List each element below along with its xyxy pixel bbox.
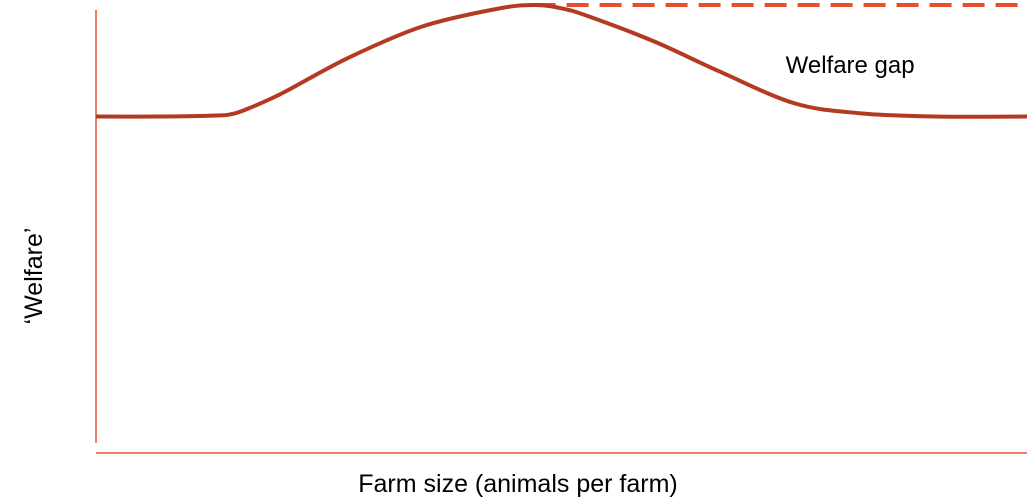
series-group: [95, 2, 1027, 119]
y-axis-title: ‘Welfare’: [20, 228, 48, 325]
x-axis-title: Farm size (animals per farm): [358, 470, 678, 498]
welfare-curve-line: [95, 2, 1027, 119]
welfare-gap-annotation: Welfare gap: [786, 52, 915, 79]
